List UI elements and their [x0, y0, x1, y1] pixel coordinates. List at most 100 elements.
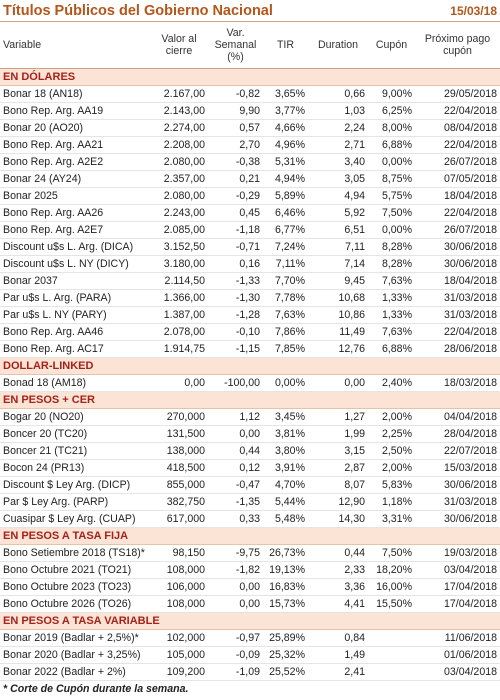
cell: 03/04/2018 [415, 663, 500, 681]
cell: 7,78% [263, 289, 308, 307]
bond-row: Bonad 18 (AM18) 0,00 -100,00 0,00% 0,00 2,40%… [0, 374, 500, 392]
cell: 1,49 [308, 646, 368, 664]
cell: 6,46% [263, 204, 308, 222]
cell: 0,00 [208, 425, 263, 443]
bond-name: Bonar 18 (AN18) [0, 85, 150, 103]
bond-name: Bono Rep. Arg. AA46 [0, 323, 150, 341]
cell: 0,44 [208, 442, 263, 460]
cell: 28/06/2018 [415, 340, 500, 358]
cell: 3,40 [308, 153, 368, 171]
section-row: EN PESOS + CER [0, 391, 500, 409]
cell: 10,68 [308, 289, 368, 307]
cell: -9,75 [208, 544, 263, 562]
cell: 18/03/2018 [415, 374, 500, 392]
cell: 1,33% [368, 289, 415, 307]
bond-row: Bono Rep. Arg. AA26 2.243,00 0,45 6,46% 5,92… [0, 204, 500, 222]
bond-row: Par $ Ley Arg. (PARP) 382,750 -1,35 5,44% 12… [0, 493, 500, 511]
cell: 5,31% [263, 153, 308, 171]
cell: 418,500 [150, 459, 208, 477]
cell: 2,40% [368, 374, 415, 392]
cell: 7,63% [368, 272, 415, 290]
cell: 382,750 [150, 493, 208, 511]
cell: 3,91% [263, 459, 308, 477]
cell: 0,66 [308, 85, 368, 103]
cell: -1,09 [208, 663, 263, 681]
cell: 0,00% [263, 374, 308, 392]
cell: 6,51 [308, 221, 368, 239]
cell: 22/04/2018 [415, 323, 500, 341]
cell: 2.357,00 [150, 170, 208, 188]
cell: 1.387,00 [150, 306, 208, 324]
cell: 3,05 [308, 170, 368, 188]
cell: 0,45 [208, 204, 263, 222]
footnote: * Corte de Cupón durante la semana. [3, 683, 189, 695]
title: Títulos Públicos del Gobierno Nacional [3, 2, 273, 19]
cell: 10,86 [308, 306, 368, 324]
cell: 109,200 [150, 663, 208, 681]
bond-name: Bonar 2025 [0, 187, 150, 205]
cell: 0,16 [208, 255, 263, 273]
section-row: EN DÓLARES [0, 68, 500, 86]
cell: 2.078,00 [150, 323, 208, 341]
cell: -1,30 [208, 289, 263, 307]
cell: 26/07/2018 [415, 153, 500, 171]
cell: 8,07 [308, 476, 368, 494]
bond-name: Bonar 20 (AO20) [0, 119, 150, 137]
cell: 6,88% [368, 136, 415, 154]
cell: 18/04/2018 [415, 272, 500, 290]
cell: 3,65% [263, 85, 308, 103]
column-header: Var. Semanal (%) [208, 22, 263, 69]
bond-row: Bonar 2025 2.080,00 -0,29 5,89% 4,94 5,75% 18/… [0, 187, 500, 205]
cell: 7,63% [368, 323, 415, 341]
cell: 108,000 [150, 595, 208, 613]
bond-row: Bono Rep. Arg. AC17 1.914,75 -1,15 7,85% 12,… [0, 340, 500, 358]
cell: 3,31% [368, 510, 415, 528]
bond-name: Bonar 2022 (Badlar + 2%) [0, 663, 150, 681]
cell: 19/03/2018 [415, 544, 500, 562]
cell: 4,70% [263, 476, 308, 494]
cell: 7,14 [308, 255, 368, 273]
section-row: EN PESOS A TASA VARIABLE [0, 612, 500, 630]
cell: 108,000 [150, 561, 208, 579]
cell: -1,15 [208, 340, 263, 358]
cell: 31/03/2018 [415, 493, 500, 511]
cell: 0,12 [208, 459, 263, 477]
cell: 26/07/2018 [415, 221, 500, 239]
bond-row: Bono Rep. Arg. A2E7 2.085,00 -1,18 6,77% 6,5… [0, 221, 500, 239]
cell: 30/06/2018 [415, 255, 500, 273]
bond-name: Bonar 24 (AY24) [0, 170, 150, 188]
cell: 2.114,50 [150, 272, 208, 290]
bond-row: Bono Octubre 2026 (TO26) 108,000 0,00 15,73… [0, 595, 500, 613]
cell: 9,90 [208, 102, 263, 120]
cell: 0,00% [368, 153, 415, 171]
bond-name: Par $ Ley Arg. (PARP) [0, 493, 150, 511]
cell: 2.143,00 [150, 102, 208, 120]
cell: 3,45% [263, 408, 308, 426]
bond-name: Bono Rep. Arg. AA21 [0, 136, 150, 154]
cell: 12,90 [308, 493, 368, 511]
cell: 4,41 [308, 595, 368, 613]
cell: 270,000 [150, 408, 208, 426]
cell: 2.085,00 [150, 221, 208, 239]
bond-row: Par u$s L. NY (PARY) 1.387,00 -1,28 7,63% 10… [0, 306, 500, 324]
bond-row: Bono Rep. Arg. AA46 2.078,00 -0,10 7,86% 11,… [0, 323, 500, 341]
bond-row: Bocon 24 (PR13) 418,500 0,12 3,91% 2,87 2,00%… [0, 459, 500, 477]
bond-row: Bonar 2022 (Badlar + 2%) 109,200 -1,09 25,5… [0, 663, 500, 681]
bond-name: Par u$s L. NY (PARY) [0, 306, 150, 324]
cell: 08/04/2018 [415, 119, 500, 137]
cell: 2,33 [308, 561, 368, 579]
header-row: Variable Valor al cierre Var. Semanal (%) T… [0, 22, 500, 69]
cell: 15,50% [368, 595, 415, 613]
cell: -0,09 [208, 646, 263, 664]
cell: 7,11% [263, 255, 308, 273]
bond-name: Discount u$s L. NY (DICY) [0, 255, 150, 273]
table-header: Variable Valor al cierre Var. Semanal (%) T… [0, 22, 500, 69]
cell: 26,73% [263, 544, 308, 562]
cell: 1,12 [208, 408, 263, 426]
cell: 6,88% [368, 340, 415, 358]
cell: 4,94 [308, 187, 368, 205]
cell: 11,49 [308, 323, 368, 341]
cell: 131,500 [150, 425, 208, 443]
bond-name: Boncer 21 (TC21) [0, 442, 150, 460]
cell: 30/06/2018 [415, 510, 500, 528]
